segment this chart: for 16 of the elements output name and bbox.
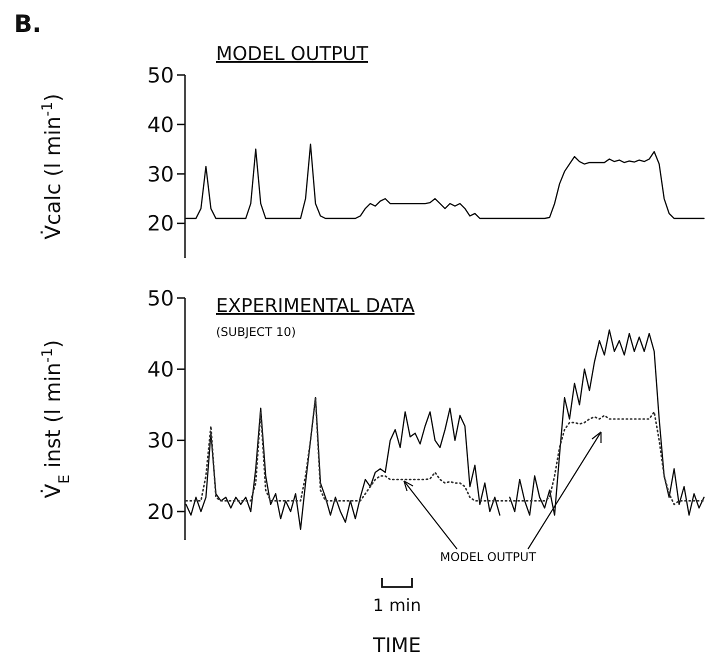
y-tick-label: 50 [147,286,174,310]
text: B. [14,10,42,38]
line-series [185,396,705,506]
y-tick-label: 20 [147,500,174,524]
y-tick-label: 30 [147,162,174,186]
chart-title: EXPERIMENTAL DATA [216,295,415,317]
y-tick-label: 40 [147,112,174,137]
y-tick-label: 30 [147,428,174,453]
x-axis-title: TIME [372,633,422,657]
text: (SUBJECT 10) [216,325,296,339]
y-tick-label: 40 [147,358,174,382]
y-tick-label: 20 [147,212,174,236]
text: 1 min [372,596,422,616]
chart-title: MODEL OUTPUT [216,43,368,65]
y-tick-label: 50 [147,63,174,88]
text: MODEL OUTPUT [440,550,537,564]
